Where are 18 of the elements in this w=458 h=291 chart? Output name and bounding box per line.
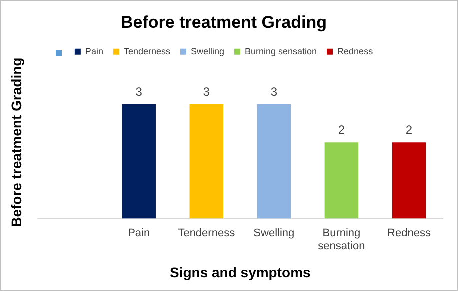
data-label: 2 (406, 122, 413, 137)
legend-label: Tenderness (124, 46, 171, 56)
x-tick-label: Tenderness (178, 227, 236, 240)
y-axis-title: Before treatment Grading (8, 58, 24, 228)
x-tick-label: Burning sensation (318, 227, 366, 253)
data-label: 3 (136, 84, 143, 99)
x-tick-label: Redness (388, 227, 432, 240)
legend-label: Pain (85, 46, 104, 56)
legend-label: Burning sensation (244, 46, 318, 56)
legend-label: Redness (338, 46, 374, 56)
x-tick-label: Swelling (254, 227, 295, 240)
chart-title: Before treatment Grading (121, 12, 327, 32)
x-axis-title: Signs and symptoms (170, 264, 312, 280)
data-label: 2 (338, 122, 346, 137)
legend-label: Swelling (190, 46, 225, 56)
data-label: 3 (270, 84, 278, 99)
x-tick-label: Pain (128, 227, 150, 240)
data-label: 3 (203, 84, 210, 99)
